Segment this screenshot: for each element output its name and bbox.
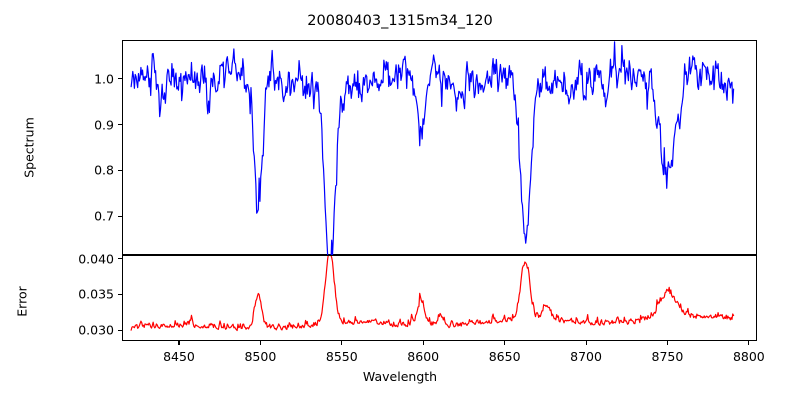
- spectrum-ytick-label-0: 0.7: [94, 208, 114, 224]
- x-tick-mark-6: [666, 341, 669, 345]
- error-ytick-mark-2: [118, 258, 122, 260]
- spectrum-ytick-mark-3: [118, 78, 122, 80]
- x-tick-mark-7: [748, 341, 750, 345]
- error-ytick-label-0: 0.030: [78, 322, 114, 338]
- x-tick-label-4: 8650: [488, 349, 521, 364]
- spectrum-ytick-label-3: 1.0: [94, 71, 114, 87]
- x-tick-mark-4: [504, 341, 506, 345]
- x-tick-mark-0: [178, 341, 180, 345]
- x-axis-label-wavelength: Wavelength: [362, 369, 438, 384]
- x-tick-label-1: 8500: [244, 349, 277, 364]
- spectrum-plot-area: [122, 40, 757, 256]
- error-ytick-label-1: 0.035: [78, 286, 114, 302]
- error-ytick-mark-1: [118, 293, 122, 295]
- x-tick-label-3: 8600: [407, 349, 440, 364]
- x-tick-mark-2: [341, 341, 343, 345]
- spectrum-line-series: [130, 41, 735, 256]
- page-title: 20080403_1315m34_120: [307, 13, 493, 29]
- y-axis-label-error: Error: [14, 286, 30, 317]
- error-ytick-label-2: 0.040: [78, 251, 114, 267]
- spectrum-ytick-mark-1: [118, 169, 122, 171]
- x-tick-label-5: 8700: [570, 349, 602, 364]
- y-axis-label-spectrum: Spectrum: [21, 117, 37, 178]
- spectrum-ytick-label-2: 0.9: [94, 117, 114, 133]
- x-tick-label-2: 8550: [325, 349, 358, 364]
- error-ytick-mark-0: [118, 329, 122, 331]
- spectrum-ytick-mark-0: [118, 215, 122, 217]
- spectrum-ytick-mark-2: [118, 124, 122, 126]
- x-tick-label-7: 8800: [732, 349, 765, 364]
- spectrum-ytick-label-1: 0.8: [94, 162, 114, 178]
- x-tick-mark-1: [259, 341, 261, 345]
- error-line-series: [130, 256, 735, 332]
- x-tick-label-0: 8450: [163, 349, 195, 364]
- error-plot-area: [122, 255, 757, 341]
- x-tick-mark-3: [422, 341, 424, 345]
- x-tick-mark-5: [585, 341, 587, 345]
- x-tick-label-6: 8750: [651, 349, 684, 364]
